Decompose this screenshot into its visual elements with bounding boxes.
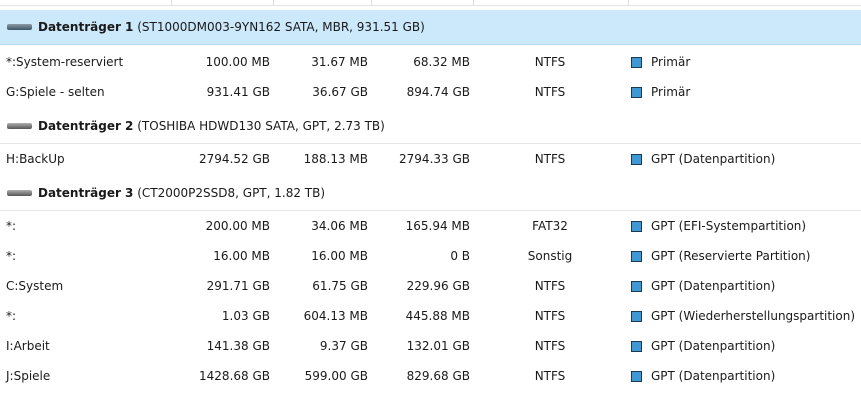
partition-used: 61.75 GB (312, 279, 368, 293)
partition-name: *:System-reserviert (6, 55, 124, 69)
partition-filesystem: NTFS (534, 279, 566, 293)
hard-disk-icon (7, 24, 32, 30)
partition-type-icon (631, 251, 642, 262)
partition-used: 188.13 MB (303, 152, 368, 166)
partition-filesystem: NTFS (534, 369, 566, 383)
partition-filesystem: NTFS (534, 152, 566, 166)
partition-capacity: 100.00 MB (205, 55, 270, 69)
disk-info: (ST1000DM003-9YN162 SATA, MBR, 931.51 GB… (137, 20, 425, 34)
partition-type-icon (631, 57, 642, 68)
partition-name: J:Spiele (6, 369, 51, 383)
partition-type: Primär (651, 85, 691, 99)
partition-capacity: 2794.52 GB (199, 152, 270, 166)
disk-header-row[interactable]: Datenträger 1 (ST1000DM003-9YN162 SATA, … (0, 10, 861, 45)
disk-label: Datenträger 1 (ST1000DM003-9YN162 SATA, … (38, 10, 425, 44)
partition-filesystem: NTFS (534, 55, 566, 69)
partition-used: 604.13 MB (303, 309, 368, 323)
partition-type: GPT (Datenpartition) (651, 152, 776, 166)
partition-type-icon (631, 281, 642, 292)
partition-filesystem: Sonstig (527, 249, 573, 263)
partition-name: G:Spiele - selten (6, 85, 105, 99)
partition-row[interactable]: G:Spiele - selten 931.41 GB 36.67 GB 894… (0, 77, 861, 107)
partition-free: 0 B (450, 249, 470, 263)
partition-type: GPT (Wiederherstellungspartition) (651, 309, 856, 323)
partition-name: *: (6, 309, 17, 323)
partition-free: 829.68 GB (406, 369, 470, 383)
partition-type-icon (631, 341, 642, 352)
partition-row[interactable]: *:System-reserviert 100.00 MB 31.67 MB 6… (0, 47, 861, 77)
partition-filesystem: FAT32 (532, 219, 568, 233)
disk-title: Datenträger 1 (38, 20, 134, 34)
partition-free: 68.32 MB (413, 55, 470, 69)
partition-type: GPT (Reservierte Partition) (651, 249, 811, 263)
partition-capacity: 291.71 GB (206, 279, 270, 293)
partition-row[interactable]: I:Arbeit 141.38 GB 9.37 GB 132.01 GB NTF… (0, 331, 861, 361)
disk-label: Datenträger 2 (TOSHIBA HDWD130 SATA, GPT… (38, 109, 385, 143)
partition-used: 9.37 GB (319, 339, 368, 353)
partition-type: GPT (Datenpartition) (651, 339, 776, 353)
partition-filesystem: NTFS (534, 309, 566, 323)
partition-row[interactable]: *: 200.00 MB 34.06 MB 165.94 MB FAT32 GP… (0, 211, 861, 241)
partition-type-icon (631, 371, 642, 382)
partition-name: C:System (6, 279, 64, 293)
partition-free: 445.88 MB (405, 309, 470, 323)
partition-capacity: 931.41 GB (206, 85, 270, 99)
partition-name: H:BackUp (6, 152, 65, 166)
partition-free: 132.01 GB (406, 339, 470, 353)
disk-header-row[interactable]: Datenträger 3 (CT2000P2SSD8, GPT, 1.82 T… (0, 176, 861, 211)
disk-info: (TOSHIBA HDWD130 SATA, GPT, 2.73 TB) (137, 119, 385, 133)
column-divider[interactable] (371, 0, 372, 5)
partition-capacity: 16.00 MB (213, 249, 270, 263)
disk-title: Datenträger 2 (38, 119, 134, 133)
partition-row[interactable]: C:System 291.71 GB 61.75 GB 229.96 GB NT… (0, 271, 861, 301)
partition-free: 894.74 GB (406, 85, 470, 99)
partition-used: 31.67 MB (311, 55, 368, 69)
column-divider[interactable] (628, 0, 629, 5)
partition-row[interactable]: *: 16.00 MB 16.00 MB 0 B Sonstig GPT (Re… (0, 241, 861, 271)
column-header-strip[interactable] (0, 0, 861, 6)
partition-used: 599.00 GB (304, 369, 368, 383)
partition-capacity: 200.00 MB (205, 219, 270, 233)
partition-type-icon (631, 221, 642, 232)
disk-header-row[interactable]: Datenträger 2 (TOSHIBA HDWD130 SATA, GPT… (0, 109, 861, 144)
column-divider[interactable] (473, 0, 474, 5)
partition-name: *: (6, 249, 17, 263)
disk-title: Datenträger 3 (38, 186, 134, 200)
partition-capacity: 141.38 GB (206, 339, 270, 353)
partition-type-icon (631, 87, 642, 98)
partition-used: 34.06 MB (311, 219, 368, 233)
partition-type: GPT (Datenpartition) (651, 279, 776, 293)
partition-used: 16.00 MB (311, 249, 368, 263)
partition-filesystem: NTFS (534, 85, 566, 99)
partition-type-icon (631, 154, 642, 165)
hard-disk-icon (7, 190, 32, 196)
partition-free: 165.94 MB (405, 219, 470, 233)
column-divider[interactable] (273, 0, 274, 5)
partition-row[interactable]: J:Spiele 1428.68 GB 599.00 GB 829.68 GB … (0, 361, 861, 391)
disk-label: Datenträger 3 (CT2000P2SSD8, GPT, 1.82 T… (38, 176, 325, 210)
partition-type: Primär (651, 55, 691, 69)
column-divider[interactable] (171, 0, 172, 5)
partition-capacity: 1428.68 GB (199, 369, 270, 383)
partition-capacity: 1.03 GB (221, 309, 270, 323)
hard-disk-icon (7, 123, 32, 129)
partition-type: GPT (EFI-Systempartition) (651, 219, 807, 233)
partition-name: I:Arbeit (6, 339, 50, 353)
disk-info: (CT2000P2SSD8, GPT, 1.82 TB) (137, 186, 326, 200)
partition-free: 229.96 GB (406, 279, 470, 293)
partition-type-icon (631, 311, 642, 322)
partition-row[interactable]: H:BackUp 2794.52 GB 188.13 MB 2794.33 GB… (0, 144, 861, 174)
partition-type: GPT (Datenpartition) (651, 369, 776, 383)
partition-filesystem: NTFS (534, 339, 566, 353)
partition-name: *: (6, 219, 17, 233)
partition-used: 36.67 GB (312, 85, 368, 99)
partition-free: 2794.33 GB (399, 152, 470, 166)
partition-row[interactable]: *: 1.03 GB 604.13 MB 445.88 MB NTFS GPT … (0, 301, 861, 331)
